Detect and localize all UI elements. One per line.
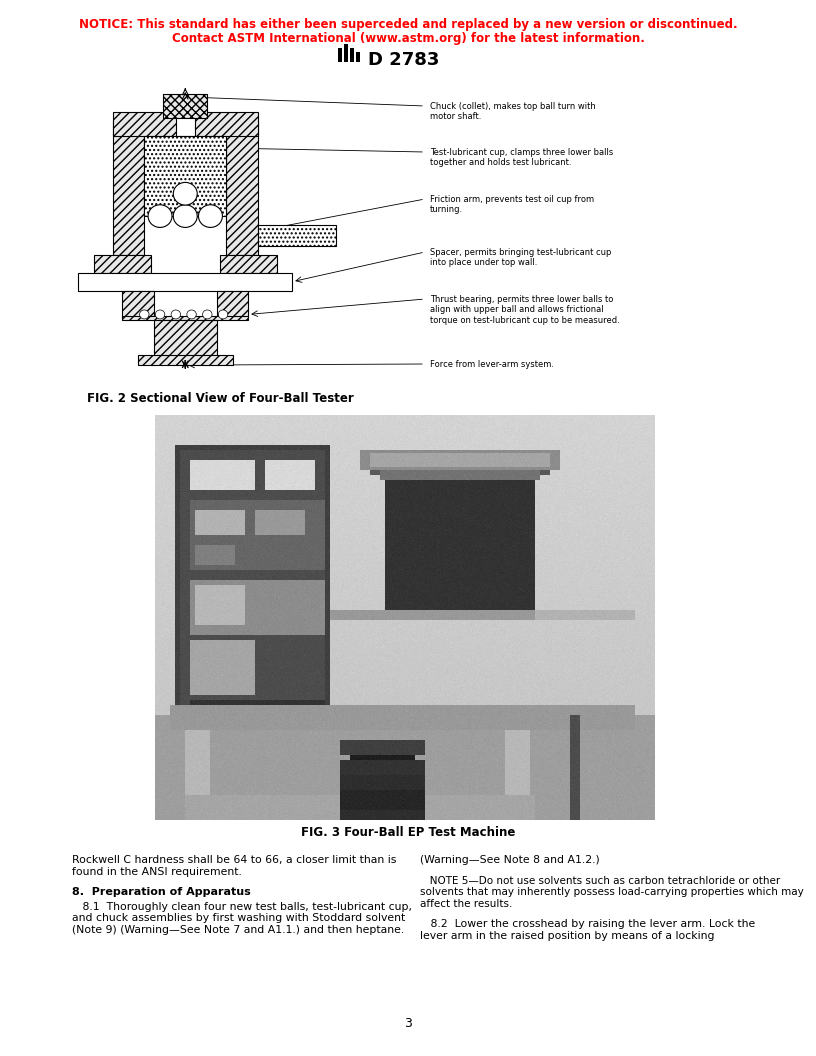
Bar [356,52,360,62]
Circle shape [202,310,212,319]
Bar [338,48,342,62]
Bar [94,254,151,272]
Text: Spacer, permits bringing test-lubricant cup
into place under top wall.: Spacer, permits bringing test-lubricant … [430,248,611,267]
Bar [220,254,277,272]
Text: Contact ASTM International (www.astm.org) for the latest information.: Contact ASTM International (www.astm.org… [171,32,645,45]
Bar [144,135,226,216]
Text: 8.2  Lower the crosshead by raising the lever arm. Lock the
lever arm in the rai: 8.2 Lower the crosshead by raising the l… [420,919,756,941]
Text: Test-lubricant cup, clamps three lower balls
together and holds test lubricant.: Test-lubricant cup, clamps three lower b… [430,148,614,168]
Bar [226,120,258,254]
Text: 8.  Preparation of Apparatus: 8. Preparation of Apparatus [72,887,251,897]
Bar [350,48,354,62]
Text: Rockwell C hardness shall be 64 to 66, a closer limit than is
found in the ANSI : Rockwell C hardness shall be 64 to 66, a… [72,855,397,876]
Bar [122,290,153,318]
Text: FIG. 2 Sectional View of Four-Ball Tester: FIG. 2 Sectional View of Four-Ball Teste… [86,392,353,406]
Bar [163,94,207,118]
Text: Chuck (collet), makes top ball turn with
motor shaft.: Chuck (collet), makes top ball turn with… [430,102,596,121]
Circle shape [171,310,180,319]
Bar [153,320,217,356]
Circle shape [173,205,197,227]
Bar [122,316,248,320]
Text: Force from lever-arm system.: Force from lever-arm system. [430,360,554,369]
Bar [175,118,195,135]
Circle shape [155,310,165,319]
Text: NOTICE: This standard has either been superceded and replaced by a new version o: NOTICE: This standard has either been su… [78,18,738,31]
Circle shape [140,310,149,319]
Bar [138,355,233,365]
Text: 8.1  Thoroughly clean four new test balls, test-lubricant cup,
and chuck assembl: 8.1 Thoroughly clean four new test balls… [72,902,412,935]
Bar [113,112,258,135]
Text: NOTE 5—Do not use solvents such as carbon tetrachloride or other
solvents that m: NOTE 5—Do not use solvents such as carbo… [420,875,804,909]
Circle shape [173,183,197,205]
Text: D 2783: D 2783 [368,51,439,69]
Circle shape [219,310,228,319]
Circle shape [187,310,197,319]
Text: FIG. 3 Four-Ball EP Test Machine: FIG. 3 Four-Ball EP Test Machine [301,826,515,840]
Circle shape [148,205,172,227]
Text: (Warning—See Note 8 and A1.2.): (Warning—See Note 8 and A1.2.) [420,855,600,865]
Bar [344,44,348,62]
Text: Thrust bearing, permits three lower balls to
align with upper ball and allows fr: Thrust bearing, permits three lower ball… [430,295,619,325]
Bar [217,290,248,318]
Circle shape [198,205,223,227]
Text: Friction arm, prevents test oil cup from
turning.: Friction arm, prevents test oil cup from… [430,195,594,214]
Bar [258,225,336,246]
Text: 3: 3 [404,1017,412,1030]
Bar [113,120,144,254]
Bar [78,272,292,290]
